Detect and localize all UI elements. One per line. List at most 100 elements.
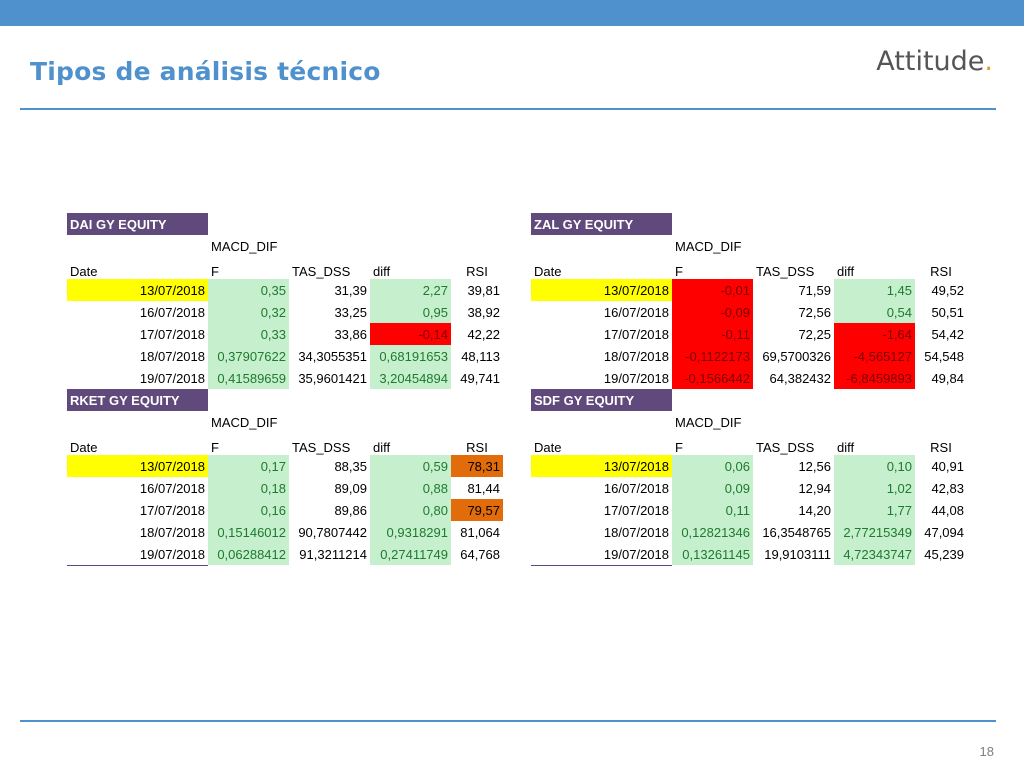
- diff-cell: 1,77: [834, 499, 915, 521]
- tas-cell: 35,9601421: [298, 370, 367, 386]
- ticker-row: RKET GY EQUITY: [67, 389, 503, 411]
- f-cell: 0,11: [672, 499, 753, 521]
- tas-cell: 91,3211214: [299, 546, 367, 562]
- date-cell: 13/07/2018: [531, 279, 672, 301]
- tas-cell: 33,86: [334, 326, 367, 342]
- date-cell: 13/07/2018: [67, 279, 208, 301]
- table-row: 17/07/2018 0,16 89,86 0,80 79,57: [67, 499, 503, 521]
- tas-cell: 72,56: [798, 304, 831, 320]
- header-row: Date F TAS_DSS diff RSI: [531, 433, 967, 455]
- f-cell: 0,41589659: [208, 367, 289, 389]
- tas-cell: 90,7807442: [298, 524, 367, 540]
- f-cell: 0,33: [208, 323, 289, 345]
- diff-cell: -1,64: [834, 323, 915, 345]
- date-cell: 16/07/2018: [603, 480, 669, 496]
- date-cell: 17/07/2018: [139, 502, 205, 518]
- diff-cell: 2,27: [370, 279, 451, 301]
- tas-cell: 19,9103111: [764, 546, 831, 562]
- col-header-f: F: [211, 440, 219, 455]
- diff-cell: 0,95: [370, 301, 451, 323]
- table-row: 13/07/2018 0,06 12,56 0,10 40,91: [531, 455, 967, 477]
- col-header-macd: MACD_DIF: [211, 238, 278, 254]
- diff-cell: 0,59: [370, 455, 451, 477]
- rsi-cell: 79,57: [451, 499, 503, 521]
- table-row: 18/07/2018 0,15146012 90,7807442 0,93182…: [67, 521, 503, 543]
- table-row: 16/07/2018 0,09 12,94 1,02 42,83: [531, 477, 967, 499]
- rsi-cell: 81,064: [460, 524, 500, 540]
- diff-cell: 1,02: [834, 477, 915, 499]
- tas-cell: 64,382432: [769, 370, 831, 386]
- rsi-cell: 64,768: [460, 546, 500, 562]
- f-cell: 0,37907622: [208, 345, 289, 367]
- tas-cell: 89,86: [334, 502, 367, 518]
- ticker-label: ZAL GY EQUITY: [531, 213, 672, 235]
- table-row: 18/07/2018 0,37907622 34,3055351 0,68191…: [67, 345, 503, 367]
- col-header-date: Date: [70, 440, 98, 455]
- header-row-top: MACD_DIF: [67, 411, 503, 433]
- diff-cell: -6,8459893: [834, 367, 915, 389]
- date-cell: 19/07/2018: [139, 370, 205, 386]
- table-underline: [531, 565, 672, 566]
- date-cell: 18/07/2018: [603, 348, 669, 364]
- logo-dot: .: [984, 46, 993, 77]
- diff-cell: 0,10: [834, 455, 915, 477]
- tas-cell: 88,35: [334, 458, 367, 474]
- col-header-macd: MACD_DIF: [211, 414, 278, 430]
- header-divider: [20, 108, 996, 110]
- tas-cell: 12,94: [798, 480, 831, 496]
- diff-cell: 0,9318291: [370, 521, 451, 543]
- rsi-cell: 42,22: [467, 326, 500, 342]
- table-row: 18/07/2018 -0,1122173 69,5700326 -4,5651…: [531, 345, 967, 367]
- f-cell: -0,1566442: [672, 367, 753, 389]
- diff-cell: 0,88: [370, 477, 451, 499]
- diff-cell: 3,20454894: [370, 367, 451, 389]
- col-header-f: F: [211, 264, 219, 279]
- rket-gy-equity-table: RKET GY EQUITY MACD_DIF Date F TAS_DSS d…: [67, 389, 503, 566]
- rsi-cell: 39,81: [467, 282, 500, 298]
- table-row: 17/07/2018 0,33 33,86 -0,14 42,22: [67, 323, 503, 345]
- f-cell: 0,32: [208, 301, 289, 323]
- date-cell: 13/07/2018: [67, 455, 208, 477]
- f-cell: -0,1122173: [672, 345, 753, 367]
- tas-cell: 31,39: [334, 282, 367, 298]
- col-header-date: Date: [534, 264, 562, 279]
- date-cell: 19/07/2018: [603, 546, 669, 562]
- tas-cell: 69,5700326: [762, 348, 831, 364]
- table-row: 16/07/2018 -0,09 72,56 0,54 50,51: [531, 301, 967, 323]
- col-header-date: Date: [534, 440, 562, 455]
- date-cell: 16/07/2018: [139, 480, 205, 496]
- tas-cell: 71,59: [798, 282, 831, 298]
- col-header-f: F: [675, 440, 683, 455]
- slide-title: Tipos de análisis técnico: [30, 57, 381, 86]
- f-cell: 0,15146012: [208, 521, 289, 543]
- f-cell: 0,18: [208, 477, 289, 499]
- f-cell: 0,35: [208, 279, 289, 301]
- rsi-cell: 54,42: [931, 326, 964, 342]
- rsi-cell: 38,92: [467, 304, 500, 320]
- date-cell: 18/07/2018: [139, 524, 205, 540]
- col-header-tas: TAS_DSS: [292, 264, 351, 279]
- date-cell: 16/07/2018: [603, 304, 669, 320]
- f-cell: 0,06288412: [208, 543, 289, 565]
- rsi-cell: 45,239: [924, 546, 964, 562]
- dai-gy-equity-table: DAI GY EQUITY MACD_DIF Date F TAS_DSS di…: [67, 213, 503, 389]
- rsi-cell: 49,84: [931, 370, 964, 386]
- table-row: 16/07/2018 0,18 89,09 0,88 81,44: [67, 477, 503, 499]
- date-cell: 18/07/2018: [603, 524, 669, 540]
- attitude-logo: Attitude.: [876, 46, 993, 77]
- table-row: 13/07/2018 -0,01 71,59 1,45 49,52: [531, 279, 967, 301]
- diff-cell: 2,77215349: [834, 521, 915, 543]
- date-cell: 17/07/2018: [603, 326, 669, 342]
- table-row: 16/07/2018 0,32 33,25 0,95 38,92: [67, 301, 503, 323]
- diff-cell: 0,68191653: [370, 345, 451, 367]
- table-row: 18/07/2018 0,12821346 16,3548765 2,77215…: [531, 521, 967, 543]
- diff-cell: 0,54: [834, 301, 915, 323]
- f-cell: 0,12821346: [672, 521, 753, 543]
- sdf-gy-equity-table: SDF GY EQUITY MACD_DIF Date F TAS_DSS di…: [531, 389, 967, 566]
- rsi-cell: 44,08: [931, 502, 964, 518]
- f-cell: 0,06: [672, 455, 753, 477]
- table-row: 19/07/2018 0,06288412 91,3211214 0,27411…: [67, 543, 503, 565]
- col-header-f: F: [675, 264, 683, 279]
- tas-cell: 34,3055351: [298, 348, 367, 364]
- tas-cell: 72,25: [798, 326, 831, 342]
